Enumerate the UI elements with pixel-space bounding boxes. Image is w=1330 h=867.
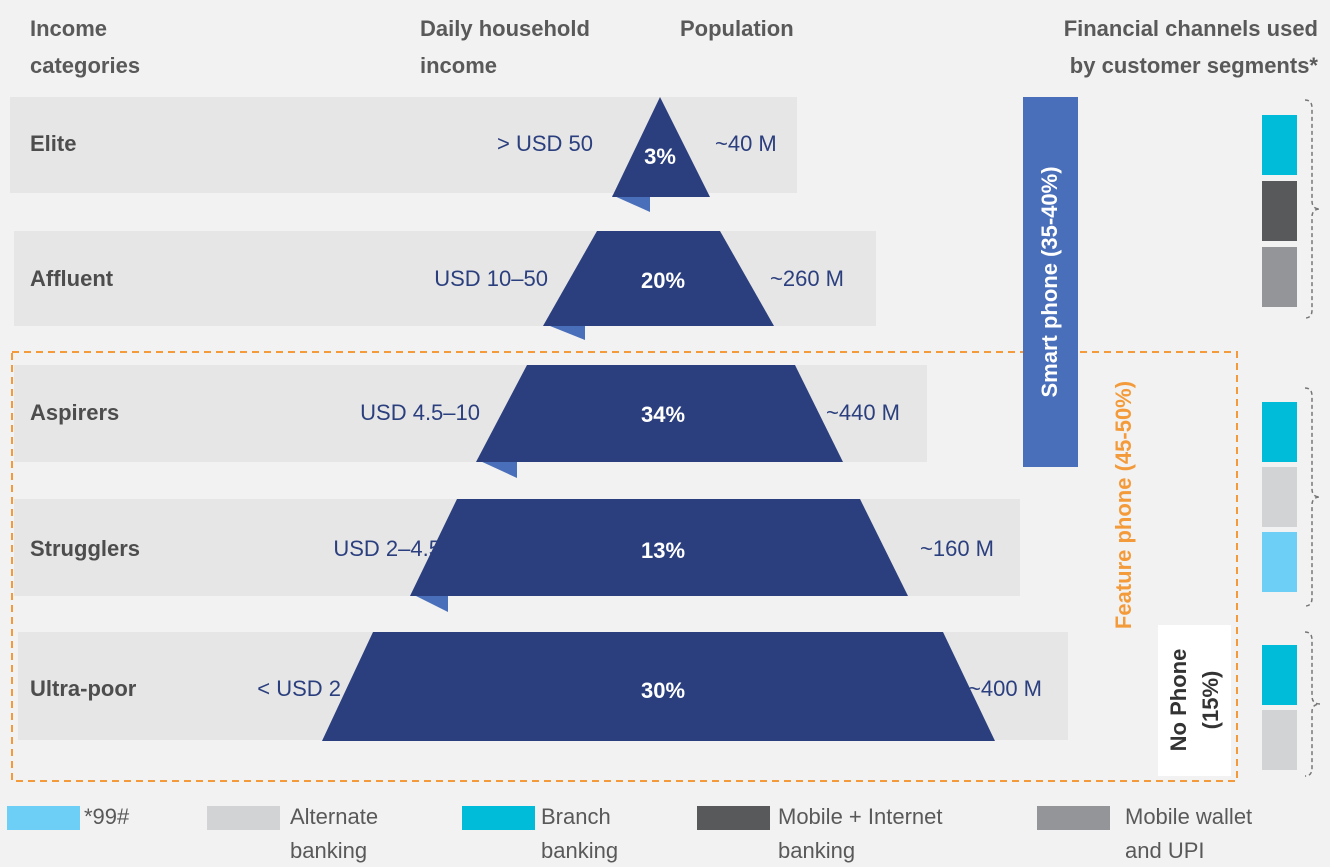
channel-swatch xyxy=(1262,247,1297,307)
population-share: 3% xyxy=(644,144,676,169)
legend-label: Mobile + Internet xyxy=(778,804,942,829)
legend-label: Mobile wallet xyxy=(1125,804,1252,829)
no-phone-box xyxy=(1158,625,1231,776)
channel-swatch xyxy=(1262,181,1297,241)
header: Financial channels used xyxy=(1064,16,1318,41)
header: Population xyxy=(680,16,794,41)
channel-swatch xyxy=(1262,402,1297,462)
legend-label: *99# xyxy=(84,804,130,829)
brace xyxy=(1304,631,1321,777)
pyramid-tier xyxy=(410,499,908,596)
channel-swatch xyxy=(1262,532,1297,592)
feature-phone-box xyxy=(11,351,1238,782)
population-count: ~160 M xyxy=(920,536,994,561)
legend-swatch xyxy=(462,806,535,830)
income-range: USD 2–4.5 xyxy=(333,536,441,561)
pyramid-flap xyxy=(412,594,448,612)
legend-label: banking xyxy=(541,838,618,863)
header: categories xyxy=(30,53,140,78)
brace xyxy=(1304,99,1321,319)
population-share: 20% xyxy=(641,268,685,293)
category-name: Aspirers xyxy=(30,400,119,425)
legend-label: Branch xyxy=(541,804,611,829)
header: income xyxy=(420,53,497,78)
channel-swatch xyxy=(1262,710,1297,770)
legend-swatch xyxy=(1037,806,1110,830)
income-range: USD 4.5–10 xyxy=(360,400,480,425)
brace xyxy=(1304,387,1321,607)
pyramid-flap xyxy=(545,324,585,340)
pyramid-tier xyxy=(476,365,843,462)
header: Daily household xyxy=(420,16,590,41)
income-range: < USD 2 xyxy=(257,676,341,701)
no-phone-label: No Phone xyxy=(1166,649,1191,752)
pyramid-flap xyxy=(612,195,650,212)
feature-phone-label: Feature phone (45-50%) xyxy=(1111,381,1136,629)
no-phone-label: (15%) xyxy=(1198,671,1223,730)
legend-label: Alternate xyxy=(290,804,378,829)
category-name: Elite xyxy=(30,131,76,156)
income-range: USD 10–50 xyxy=(434,266,548,291)
population-count: ~440 M xyxy=(826,400,900,425)
population-share: 30% xyxy=(641,678,685,703)
pyramid-flap xyxy=(478,460,517,478)
legend-label: and UPI xyxy=(1125,838,1205,863)
legend-swatch xyxy=(207,806,280,830)
channel-swatch xyxy=(1262,645,1297,705)
population-count: ~40 M xyxy=(715,131,777,156)
pyramid-tier xyxy=(612,97,710,197)
category-name: Affluent xyxy=(30,266,114,291)
smart-phone-bar xyxy=(1023,97,1078,467)
channel-swatch xyxy=(1262,115,1297,175)
pyramid-tier xyxy=(543,231,774,326)
pyramid-tier xyxy=(322,632,995,741)
legend-label: banking xyxy=(778,838,855,863)
population-count: ~260 M xyxy=(770,266,844,291)
income-range: > USD 50 xyxy=(497,131,593,156)
category-name: Strugglers xyxy=(30,536,140,561)
population-count: ~400 M xyxy=(968,676,1042,701)
population-share: 34% xyxy=(641,402,685,427)
channel-swatch xyxy=(1262,467,1297,527)
population-share: 13% xyxy=(641,538,685,563)
legend-label: banking xyxy=(290,838,367,863)
header: Income xyxy=(30,16,107,41)
legend-swatch xyxy=(697,806,770,830)
smart-phone-label: Smart phone (35-40%) xyxy=(1037,166,1062,397)
category-name: Ultra-poor xyxy=(30,676,137,701)
header: by customer segments* xyxy=(1070,53,1319,78)
legend-swatch xyxy=(7,806,80,830)
